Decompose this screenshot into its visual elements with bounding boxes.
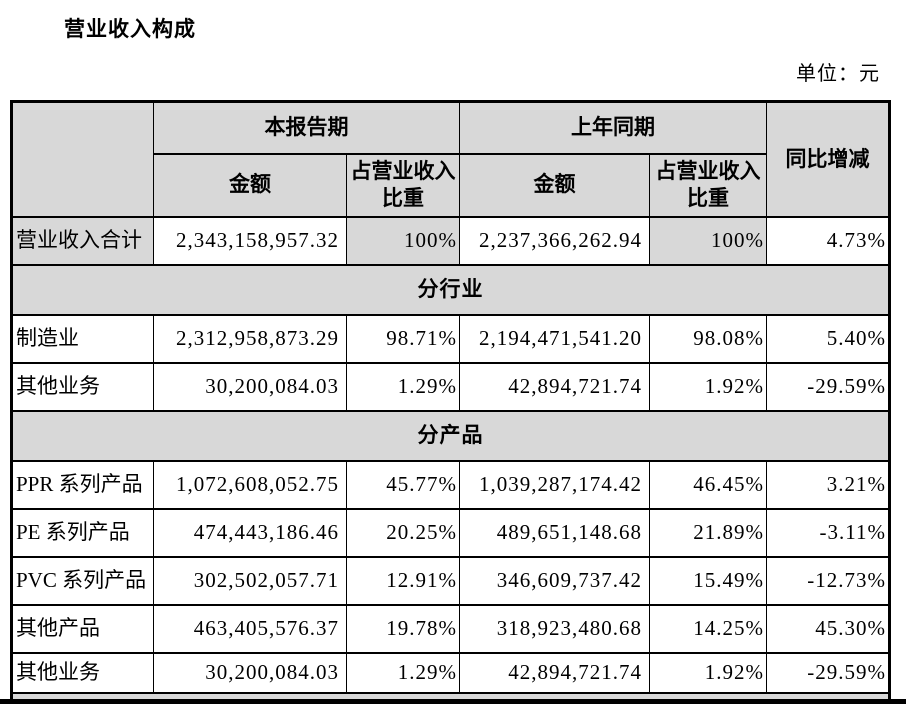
current-share: 98.71% bbox=[346, 313, 460, 364]
prior-share: 14.25% bbox=[649, 603, 767, 654]
section-label: 分行业 bbox=[11, 263, 890, 316]
table-header: 本报告期 上年同期 同比增减 金额 占营业收入比重 金额 占营业收入比重 bbox=[11, 100, 890, 218]
current-amount: 302,502,057.71 bbox=[153, 555, 347, 606]
col-prior-period: 上年同期 bbox=[459, 100, 767, 155]
yoy-value: 45.30% bbox=[766, 603, 890, 654]
prior-amount: 2,237,366,262.94 bbox=[459, 215, 650, 266]
prior-share: 21.89% bbox=[649, 507, 767, 558]
col-prior-amount: 金额 bbox=[459, 152, 650, 218]
prior-share: 46.45% bbox=[649, 459, 767, 510]
prior-share: 100% bbox=[649, 215, 767, 266]
row-label: PPR 系列产品 bbox=[11, 459, 154, 510]
table-body: 营业收入合计 2,343,158,957.32 100% 2,237,366,262.… bbox=[11, 215, 890, 694]
page-bottom-rule bbox=[0, 699, 906, 704]
current-amount: 30,200,084.03 bbox=[153, 651, 347, 694]
row-label: 其他业务 bbox=[11, 361, 154, 412]
current-amount: 2,312,958,873.29 bbox=[153, 313, 347, 364]
table-row: 营业收入合计 2,343,158,957.32 100% 2,237,366,262.… bbox=[11, 215, 890, 266]
current-amount: 2,343,158,957.32 bbox=[153, 215, 347, 266]
prior-amount: 42,894,721.74 bbox=[459, 651, 650, 694]
prior-share: 98.08% bbox=[649, 313, 767, 364]
yoy-value: -29.59% bbox=[766, 361, 890, 412]
yoy-value: 5.40% bbox=[766, 313, 890, 364]
current-share: 19.78% bbox=[346, 603, 460, 654]
table-row: 其他业务 30,200,084.03 1.29% 42,894,721.74 1.92%… bbox=[11, 651, 890, 694]
revenue-composition-table: 本报告期 上年同期 同比增减 金额 占营业收入比重 金额 占营业收入比重 营业收… bbox=[10, 100, 891, 700]
col-current-period: 本报告期 bbox=[153, 100, 460, 155]
cutoff-row bbox=[11, 691, 890, 700]
row-label: 其他产品 bbox=[11, 603, 154, 654]
page-title: 营业收入构成 bbox=[64, 17, 196, 41]
current-share: 1.29% bbox=[346, 651, 460, 694]
prior-amount: 489,651,148.68 bbox=[459, 507, 650, 558]
prior-amount: 42,894,721.74 bbox=[459, 361, 650, 412]
table-row: PVC 系列产品 302,502,057.71 12.91% 346,609,737.… bbox=[11, 555, 890, 606]
prior-amount: 346,609,737.42 bbox=[459, 555, 650, 606]
row-label: 制造业 bbox=[11, 313, 154, 364]
unit-label: 单位：元 bbox=[796, 63, 880, 85]
section-row: 分行业 bbox=[11, 263, 890, 316]
table-row: 制造业 2,312,958,873.29 98.71% 2,194,471,541.2… bbox=[11, 313, 890, 364]
section-row: 分产品 bbox=[11, 409, 890, 462]
current-share: 12.91% bbox=[346, 555, 460, 606]
prior-amount: 1,039,287,174.42 bbox=[459, 459, 650, 510]
yoy-value: -12.73% bbox=[766, 555, 890, 606]
current-share: 45.77% bbox=[346, 459, 460, 510]
header-row-metrics: 金额 占营业收入比重 金额 占营业收入比重 bbox=[12, 152, 890, 218]
cutoff-row-fill bbox=[11, 691, 890, 700]
header-row-periods: 本报告期 上年同期 同比增减 bbox=[11, 100, 890, 218]
row-label: PVC 系列产品 bbox=[11, 555, 154, 606]
row-label: 其他业务 bbox=[11, 651, 154, 694]
current-amount: 474,443,186.46 bbox=[153, 507, 347, 558]
current-share: 1.29% bbox=[346, 361, 460, 412]
current-amount: 463,405,576.37 bbox=[153, 603, 347, 654]
table-row: 其他产品 463,405,576.37 19.78% 318,923,480.68 14… bbox=[11, 603, 890, 654]
section-label: 分产品 bbox=[11, 409, 890, 462]
table-row: 其他业务 30,200,084.03 1.29% 42,894,721.74 1.92%… bbox=[11, 361, 890, 412]
current-share: 20.25% bbox=[346, 507, 460, 558]
yoy-value: -3.11% bbox=[766, 507, 890, 558]
col-prior-share: 占营业收入比重 bbox=[649, 152, 767, 218]
current-amount: 30,200,084.03 bbox=[153, 361, 347, 412]
prior-share: 15.49% bbox=[649, 555, 767, 606]
table-row: PPR 系列产品 1,072,608,052.75 45.77% 1,039,287,… bbox=[11, 459, 890, 510]
current-amount: 1,072,608,052.75 bbox=[153, 459, 347, 510]
table-row: PE 系列产品 474,443,186.46 20.25% 489,651,148.6… bbox=[11, 507, 890, 558]
yoy-value: 3.21% bbox=[766, 459, 890, 510]
yoy-value: 4.73% bbox=[766, 215, 890, 266]
col-current-amount: 金额 bbox=[153, 152, 347, 218]
col-current-share: 占营业收入比重 bbox=[346, 152, 460, 218]
row-label: 营业收入合计 bbox=[11, 215, 154, 266]
prior-amount: 318,923,480.68 bbox=[459, 603, 650, 654]
yoy-value: -29.59% bbox=[766, 651, 890, 694]
corner-cell bbox=[11, 100, 154, 218]
current-share: 100% bbox=[346, 215, 460, 266]
prior-share: 1.92% bbox=[649, 651, 767, 694]
prior-amount: 2,194,471,541.20 bbox=[459, 313, 650, 364]
prior-share: 1.92% bbox=[649, 361, 767, 412]
row-label: PE 系列产品 bbox=[11, 507, 154, 558]
col-yoy-change: 同比增减 bbox=[766, 100, 890, 218]
